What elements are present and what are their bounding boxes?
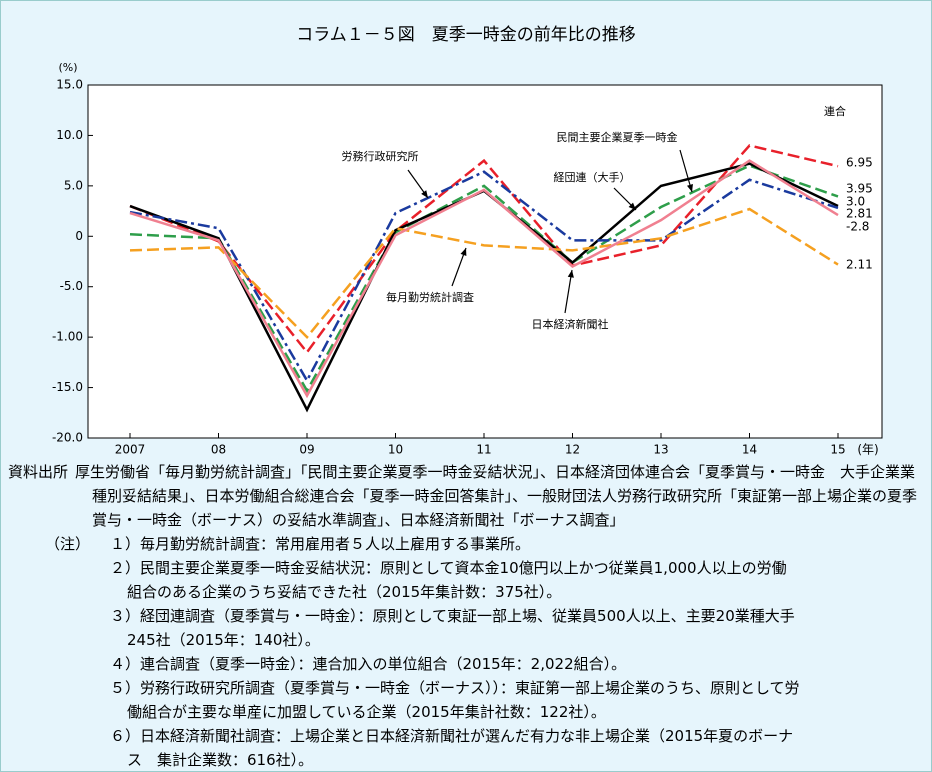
value-label: 3.0: [846, 195, 865, 209]
source-text: 厚生労働省「毎月勤労統計調査」「民間主要企業夏季一時金妥結状況」、日本経済団体連…: [75, 463, 918, 529]
arrow-head: [686, 184, 693, 192]
note-item: ３）経団連調査（夏季賞与・一時金）：原則として東証一部上場、従業員500人以上、…: [0, 604, 800, 652]
x-tick-label: 13: [653, 443, 668, 457]
y-axis-label: (%): [58, 61, 77, 74]
y-tick-label: -1.00: [52, 330, 83, 344]
series-name: 毎月勤労統計調査: [386, 290, 474, 304]
note-number: ６）: [110, 727, 141, 745]
source-label: 資料出所: [8, 463, 69, 481]
arrow-head: [421, 190, 428, 198]
y-tick-label: 10.0: [56, 128, 83, 142]
notes: １）毎月勤労統計調査：常用雇用者５人以上雇用する事業所。 ２）民間主要企業夏季一時…: [0, 532, 800, 772]
value-label: 3.95: [846, 182, 873, 196]
y-tick-label: -15.0: [52, 380, 83, 394]
y-tick-label: 0: [75, 229, 83, 243]
note-text: 民間主要企業夏季一時金妥結状況：原則として資本金10億円以上かつ従業員1,000…: [127, 559, 787, 601]
y-tick-label: 15.0: [56, 78, 83, 92]
note-text: 連合調査（夏季一時金）：連合加入の単位組合（2015年：2,022組合）。: [140, 655, 627, 673]
series-line: [129, 159, 839, 399]
note-item: ５）労務行政研究所調査（夏季賞与・一時金（ボーナス））：東証第一部上場企業のうち…: [0, 676, 800, 724]
note-text: 毎月勤労統計調査：常用雇用者５人以上雇用する事業所。: [140, 535, 531, 553]
series-name: 民間主要企業夏季一時金: [557, 130, 678, 144]
note-number: ４）: [110, 655, 141, 673]
series-name: 労務行政研究所: [342, 149, 419, 163]
note-text: 日本経済新聞社調査：上場企業と日本経済新聞社が選んだ有力な非上場企業（2015年…: [127, 727, 794, 769]
series-line: [129, 207, 839, 340]
y-tick-label: -20.0: [52, 431, 83, 445]
note-text: 労務行政研究所調査（夏季賞与・一時金（ボーナス））：東証第一部上場企業のうち、原…: [127, 679, 800, 721]
note-item: ４）連合調査（夏季一時金）：連合加入の単位組合（2015年：2,022組合）。: [0, 652, 800, 676]
notes-label: （注）: [45, 535, 91, 553]
series-line: [129, 170, 839, 384]
note-item: ６）日本経済新聞社調査：上場企業と日本経済新聞社が選んだ有力な非上場企業（201…: [0, 724, 800, 772]
arrow-head: [460, 248, 467, 256]
x-tick-label: 08: [211, 443, 226, 457]
series-name: 日本経済新聞社: [532, 317, 609, 331]
note-number: ３）: [110, 607, 141, 625]
note-number: ２）: [110, 559, 141, 577]
chart: コラム１－５図 夏季一時金の前年比の推移 (%) (年) 15.0 10.0 5.0…: [52, 25, 883, 457]
value-label: 2.81: [846, 207, 873, 221]
x-tick-label: 2007: [115, 443, 146, 457]
value-label: 2.11: [846, 258, 873, 272]
x-tick-label: 15: [830, 443, 845, 457]
note-item: １）毎月勤労統計調査：常用雇用者５人以上雇用する事業所。: [0, 532, 800, 556]
note-number: １）: [110, 535, 141, 553]
series-name: 経団連（大手）: [554, 170, 631, 184]
chart-title: コラム１－５図 夏季一時金の前年比の推移: [296, 25, 636, 45]
arrow-head: [628, 202, 636, 210]
value-label: 6.95: [846, 156, 873, 170]
y-tick-label: -5.0: [60, 279, 83, 293]
x-tick-label: 11: [476, 443, 491, 457]
y-tick-label: 5.0: [64, 178, 83, 192]
note-text: 経団連調査（夏季賞与・一時金）：原則として東証一部上場、従業員500人以上、主要…: [127, 607, 795, 649]
x-tick-label: 14: [742, 443, 757, 457]
value-label: -2.8: [846, 220, 869, 234]
note-number: ５）: [110, 679, 141, 697]
note-item: ２）民間主要企業夏季一時金妥結状況：原則として資本金10億円以上かつ従業員1,0…: [0, 556, 800, 604]
series-name: 連合: [824, 104, 846, 118]
plot-area: [87, 84, 883, 439]
arrow-head: [567, 270, 574, 278]
series-line: [129, 164, 839, 394]
x-tick-label: 12: [565, 443, 580, 457]
x-tick-label: 09: [299, 443, 314, 457]
x-tick-label: 10: [388, 443, 403, 457]
x-axis-label: (年): [857, 443, 878, 457]
